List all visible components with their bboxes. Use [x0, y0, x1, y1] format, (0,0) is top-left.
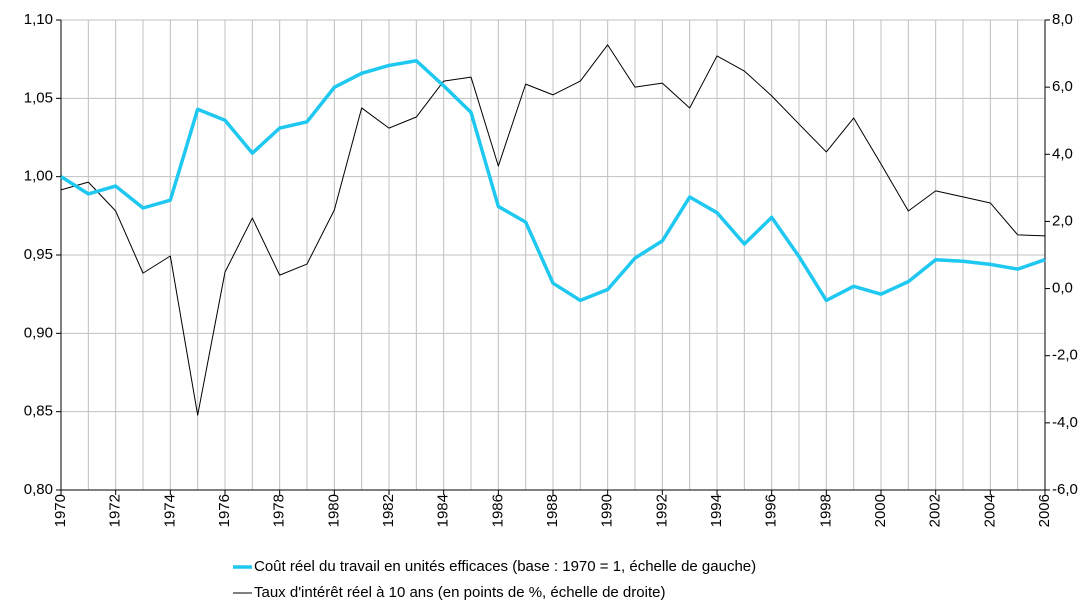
y-tick-label: 1,10 — [24, 11, 53, 28]
x-tick-label: 1994 — [708, 494, 725, 527]
x-tick-label: 2004 — [981, 494, 998, 527]
y-tick-label: 0,85 — [24, 403, 53, 420]
y-tick-label: 1,00 — [24, 168, 53, 185]
x-tick-label: 1972 — [107, 494, 124, 527]
y2-tick-label: 2,0 — [1052, 212, 1073, 229]
x-tick-label: 1998 — [817, 494, 834, 527]
y2-tick-label: 8,0 — [1052, 11, 1073, 28]
x-tick-label: 2006 — [1036, 494, 1053, 527]
x-tick-label: 1982 — [380, 494, 397, 527]
x-tick-label: 1980 — [325, 494, 342, 527]
y-tick-label: 0,95 — [24, 246, 53, 263]
x-tick-label: 2000 — [872, 494, 889, 527]
x-tick-label: 1984 — [435, 494, 452, 527]
y2-tick-label: -6,0 — [1052, 481, 1078, 498]
y2-tick-label: 4,0 — [1052, 145, 1073, 162]
x-tick-label: 1978 — [271, 494, 288, 527]
y-tick-label: 0,80 — [24, 481, 53, 498]
x-tick-label: 1976 — [216, 494, 233, 527]
y2-tick-label: 6,0 — [1052, 78, 1073, 95]
series-line — [60, 44, 1046, 416]
legend-label: Taux d'intérêt réel à 10 ans (en points … — [254, 584, 665, 601]
x-tick-label: 1990 — [599, 494, 616, 527]
y2-tick-label: -2,0 — [1052, 347, 1078, 364]
x-tick-label: 1986 — [489, 494, 506, 527]
y-tick-label: 0,90 — [24, 324, 53, 341]
x-tick-label: 2002 — [927, 494, 944, 527]
y2-tick-label: -4,0 — [1052, 414, 1078, 431]
x-tick-label: 1996 — [763, 494, 780, 527]
series-line — [60, 58, 1046, 303]
y-tick-label: 1,05 — [24, 89, 53, 106]
x-tick-label: 1970 — [52, 494, 69, 527]
x-tick-label: 1974 — [161, 494, 178, 527]
x-tick-label: 1988 — [544, 494, 561, 527]
x-tick-label: 1992 — [653, 494, 670, 527]
y2-tick-label: 0,0 — [1052, 280, 1073, 297]
legend-label: Coût réel du travail en unités efficaces… — [254, 558, 756, 575]
